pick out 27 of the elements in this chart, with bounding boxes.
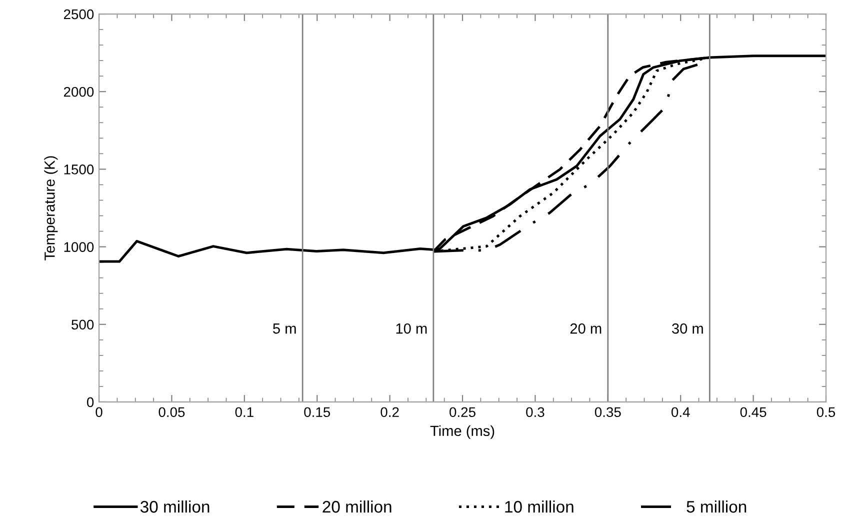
x-tick-label: 0.1 [235,407,254,418]
y-axis-title: Temperature (K) [44,156,58,260]
x-tick-label: 0 [96,407,102,418]
y-tick-label: 1000 [64,242,94,252]
ref-line-label: 20 m [570,323,602,334]
x-axis-title: Time (ms) [430,425,494,439]
x-tick-label: 0.15 [304,407,330,418]
y-tick-label: 2500 [64,9,94,20]
legend-label: 20 million [322,500,392,513]
x-tick-label: 0.5 [816,407,836,418]
y-tick-label: 1500 [64,164,94,174]
legend-label: 5 million [686,500,746,513]
x-tick-label: 0.4 [671,407,690,418]
x-tick-label: 0.3 [526,407,544,418]
x-tick-label: 0.45 [740,407,766,418]
x-tick-label: 0.2 [380,407,399,418]
ref-line-label: 10 m [396,323,427,334]
x-tick-label: 0.25 [450,407,476,418]
y-tick-label: 0 [86,397,94,408]
y-tick-label: 500 [72,320,94,330]
legend-label: 10 million [505,500,574,513]
ref-line-label: 30 m [672,323,703,334]
y-tick-label: 2000 [64,86,94,97]
x-tick-label: 0.35 [594,407,621,418]
x-tick-label: 0.05 [158,407,185,418]
legend-label: 30 million [140,500,210,513]
ref-line-label: 5 m [273,324,296,334]
